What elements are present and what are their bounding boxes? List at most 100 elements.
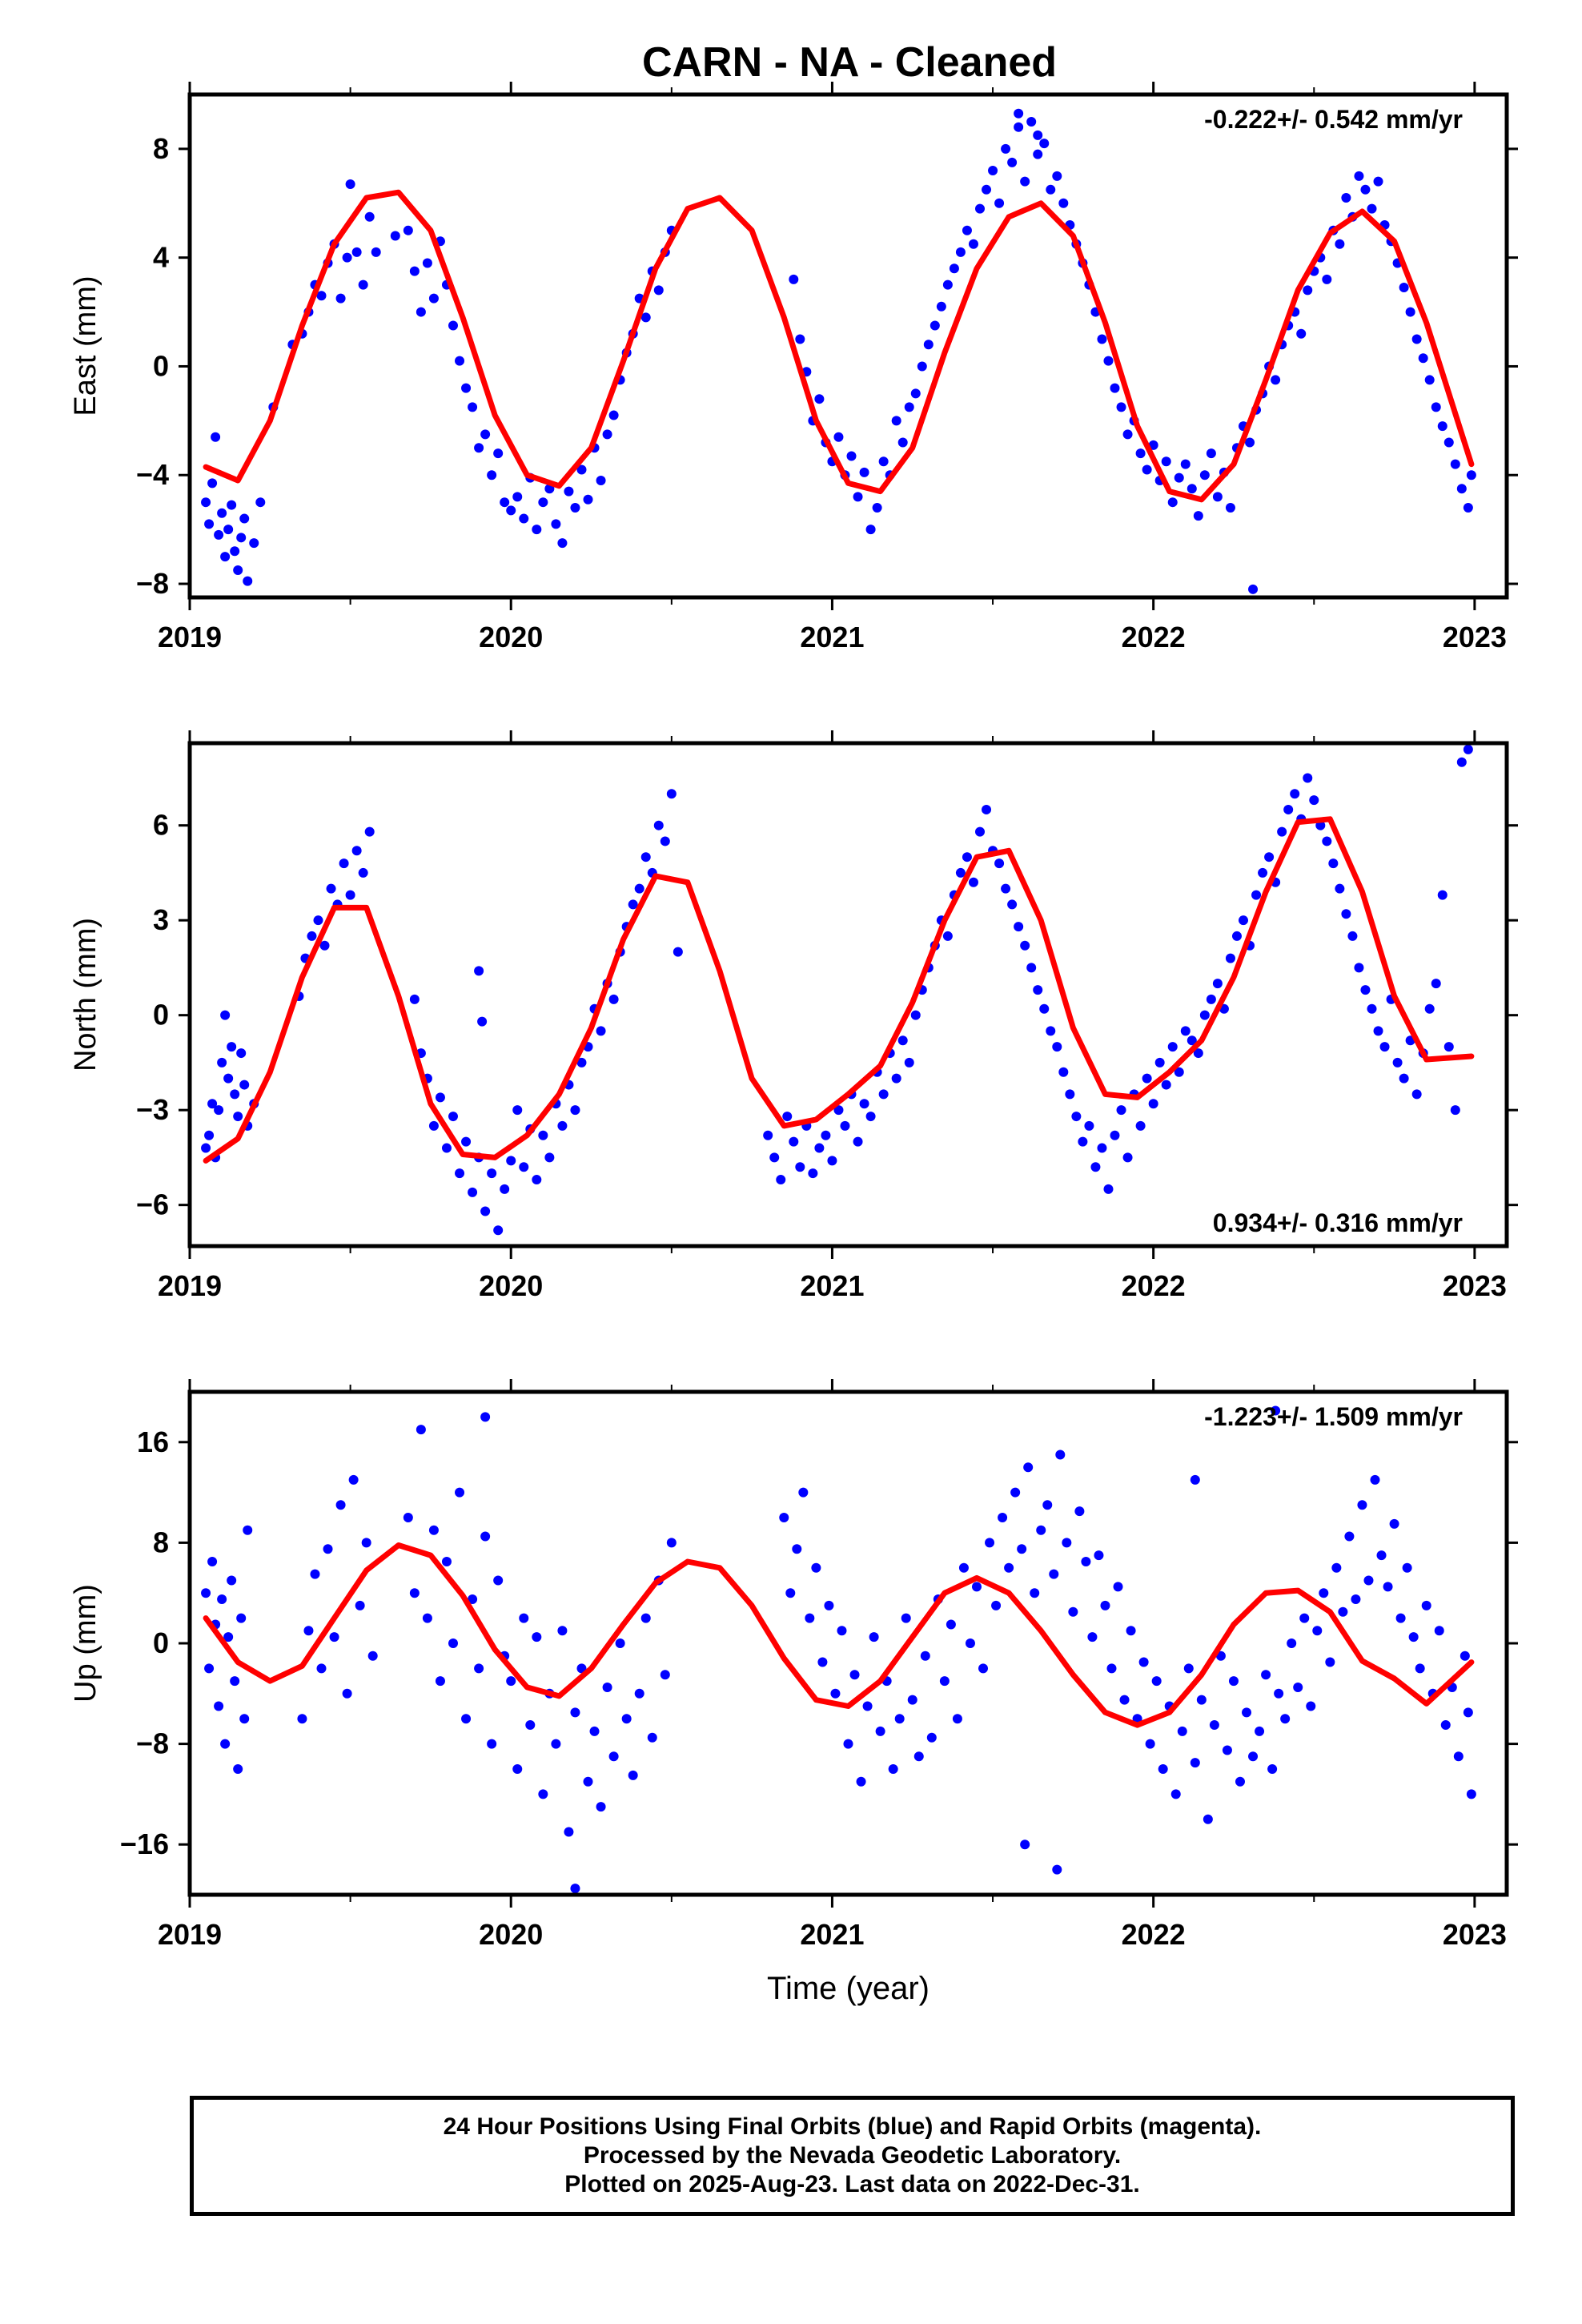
data-point [1190,1758,1200,1768]
data-point [1004,1562,1014,1573]
data-point [910,388,921,399]
data-point [1014,922,1024,932]
data-point [1255,1726,1265,1736]
data-point [789,1136,799,1147]
data-point [1177,1726,1187,1736]
data-point [351,247,362,257]
data-point [1319,1588,1329,1598]
data-point [982,184,992,195]
data-point [1405,307,1415,317]
data-point [1231,931,1242,941]
data-point [455,1168,465,1179]
data-point [1071,1112,1082,1122]
data-point [236,1613,247,1623]
data-point [891,1073,901,1084]
y-tick-label: 8 [153,132,169,165]
data-point [1167,1042,1178,1052]
data-point [910,1010,921,1020]
data-point [236,1048,247,1059]
data-point [1392,1057,1403,1068]
data-point [506,1676,516,1687]
data-point [952,1714,962,1724]
data-point [634,1688,644,1699]
y-tick-label: 3 [153,903,169,936]
data-point [798,1487,809,1498]
data-point [570,502,580,513]
data-point [1106,1663,1117,1674]
data-point [846,451,857,461]
data-point [865,525,876,535]
data-point [1415,1663,1425,1674]
data-point [1199,470,1210,480]
data-point [982,804,992,814]
data-point [422,1613,432,1623]
data-point [335,293,346,304]
data-point [1303,285,1313,296]
data-point [1277,826,1287,837]
data-point [1248,0,1258,5]
data-point [1103,356,1114,366]
data-point [493,1575,504,1586]
data-point [233,1112,243,1122]
data-point [1196,1695,1207,1705]
footer-line-2: Processed by the Nevada Geodetic Laborat… [583,2142,1122,2169]
data-point [859,467,869,477]
data-point [904,1057,914,1068]
data-point [1001,143,1011,154]
data-point [811,1562,821,1573]
data-point [416,307,426,317]
data-point [1306,1701,1316,1711]
data-point [348,1474,359,1485]
data-point [532,525,542,535]
data-point [907,1695,917,1705]
y-tick-label: 0 [153,999,169,1031]
data-point [1161,456,1171,467]
data-point [1399,283,1409,293]
data-point [564,1827,574,1837]
data-point [428,1120,439,1131]
footer-line-1: 24 Hour Positions Using Final Orbits (bl… [443,2113,1262,2140]
data-point [1373,1026,1383,1036]
data-point [487,470,497,480]
data-point [207,478,218,489]
data-point [814,394,825,404]
data-point [233,565,243,576]
chart-title: CARN - NA - Cleaned [642,39,1057,86]
data-point [474,443,484,453]
data-point [971,1582,982,1592]
data-point [1303,773,1313,783]
x-tick-label: 2022 [1122,621,1186,653]
data-point [255,497,266,508]
x-tick-label: 2022 [1122,1269,1186,1302]
data-point [1135,1120,1146,1131]
data-point [1421,1600,1431,1610]
data-point [1142,464,1152,475]
x-tick-label: 2023 [1443,1269,1507,1302]
data-point [913,1751,924,1762]
data-point [493,1225,504,1236]
data-point [1052,1042,1062,1052]
data-point [628,899,638,910]
data-point [1296,328,1307,339]
y-axis-label: Up (mm) [69,1584,102,1703]
data-point [474,1663,484,1674]
data-point [763,1130,773,1140]
data-point [1186,484,1197,494]
model-curve [203,189,1475,503]
data-point [814,1143,825,1153]
data-point [551,1739,561,1749]
data-point [313,915,323,926]
panels: −8 −4 0 4 8 2019 2020 2021 2022 2023 East (mm) -0.2… [69,0,1518,2006]
panel-up: −16 −8 0 8 16 2019 2020 2021 2022 2023 Up (mm) -1.2… [69,1379,1518,2006]
data-point [1370,1474,1380,1485]
data-point [1058,198,1069,208]
data-point [519,513,529,524]
y-tick-label: 4 [153,241,169,274]
data-point [506,505,516,516]
data-point [204,1663,215,1674]
data-point [512,492,523,502]
data-point [512,1105,523,1116]
data-point [1148,1099,1158,1109]
panel-east: −8 −4 0 4 8 2019 2020 2021 2022 2023 East (mm) -0.2… [69,82,1518,653]
data-point [1467,0,1476,5]
